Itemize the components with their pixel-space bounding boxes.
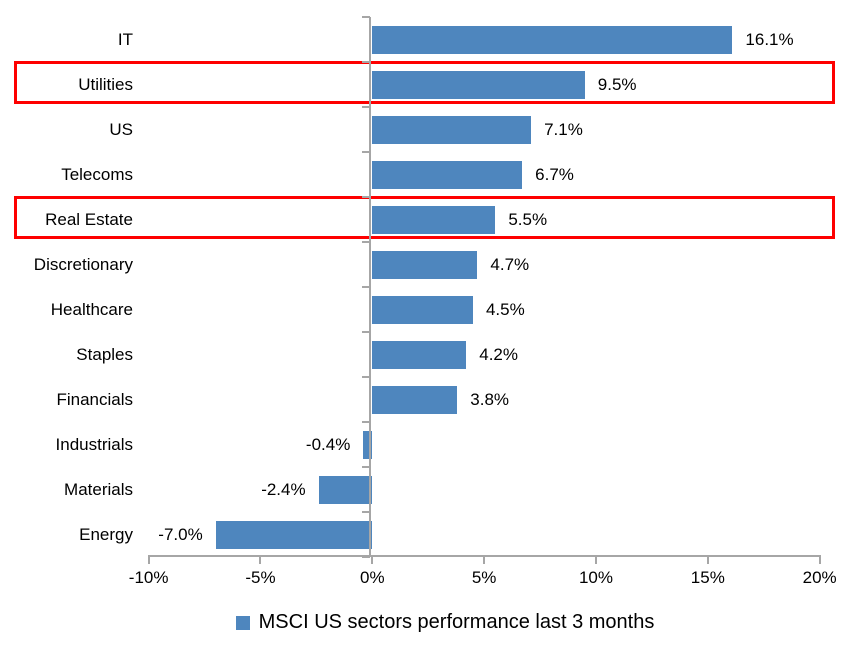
- value-label: -2.4%: [261, 480, 306, 499]
- category-tick: [362, 106, 370, 108]
- value-label: 9.5%: [597, 75, 637, 94]
- value-axis-tick: [594, 557, 597, 564]
- bar: [372, 340, 467, 369]
- value-label: 6.7%: [535, 165, 574, 184]
- value-axis-tick-label: 10%: [578, 568, 613, 587]
- category-tick: [362, 241, 370, 243]
- value-axis-tick: [371, 557, 374, 564]
- value-axis-tick-label: 0%: [360, 568, 385, 587]
- bar: [372, 160, 523, 189]
- category-tick: [362, 196, 370, 198]
- bar: [372, 115, 532, 144]
- value-axis-tick-label: 15%: [690, 568, 725, 587]
- category-label: Healthcare: [50, 300, 133, 319]
- legend: MSCI US sectors performance last 3 month…: [0, 611, 852, 634]
- bar: [372, 250, 478, 279]
- value-axis-tick: [483, 557, 486, 564]
- category-tick: [362, 511, 370, 513]
- value-label: -0.4%: [305, 435, 351, 454]
- value-axis-tick-label: -5%: [245, 568, 276, 587]
- bar: [372, 205, 496, 234]
- value-axis-tick-label: 5%: [471, 568, 497, 587]
- category-tick: [362, 16, 370, 18]
- legend-label: MSCI US sectors performance last 3 month…: [258, 611, 655, 633]
- value-axis-tick: [147, 557, 150, 564]
- value-axis-tick: [706, 557, 709, 564]
- category-label: US: [109, 120, 133, 139]
- category-label: Financials: [56, 390, 133, 409]
- value-axis-line: [148, 555, 821, 557]
- bar: [372, 70, 585, 99]
- category-label: Utilities: [78, 75, 133, 94]
- bar: [215, 520, 373, 549]
- category-axis-line: [369, 17, 371, 557]
- category-tick: [362, 61, 370, 63]
- category-tick: [362, 421, 370, 423]
- category-tick: [362, 286, 370, 288]
- category-tick: [362, 466, 370, 468]
- category-label: Staples: [76, 345, 133, 364]
- category-label: Real Estate: [45, 210, 133, 229]
- category-label: Industrials: [55, 435, 133, 454]
- bar: [363, 430, 373, 459]
- value-axis-tick: [259, 557, 262, 564]
- category-tick: [362, 151, 370, 153]
- category-label: IT: [117, 30, 133, 49]
- value-axis-tick: [818, 557, 821, 564]
- value-label: 7.1%: [544, 120, 583, 139]
- category-label: Discretionary: [33, 255, 133, 274]
- value-axis-tick-label: 20%: [802, 568, 837, 587]
- legend-swatch-icon: [235, 615, 250, 630]
- value-label: 4.2%: [479, 345, 518, 364]
- category-tick: [362, 556, 370, 558]
- category-label: Energy: [79, 525, 133, 544]
- bar: [372, 25, 733, 54]
- value-label: 4.7%: [490, 255, 530, 274]
- category-tick: [362, 331, 370, 333]
- value-label: -7.0%: [158, 525, 203, 544]
- value-label: 5.5%: [508, 210, 548, 229]
- value-axis-tick-label: -10%: [128, 568, 169, 587]
- value-label: 4.5%: [485, 300, 525, 319]
- category-label: Telecoms: [61, 165, 133, 184]
- bar: [372, 295, 473, 324]
- bar: [372, 385, 458, 414]
- bar: [318, 475, 373, 504]
- category-label: Materials: [64, 480, 133, 499]
- value-label: 3.8%: [470, 390, 510, 409]
- value-label: 16.1%: [745, 30, 794, 49]
- category-tick: [362, 376, 370, 378]
